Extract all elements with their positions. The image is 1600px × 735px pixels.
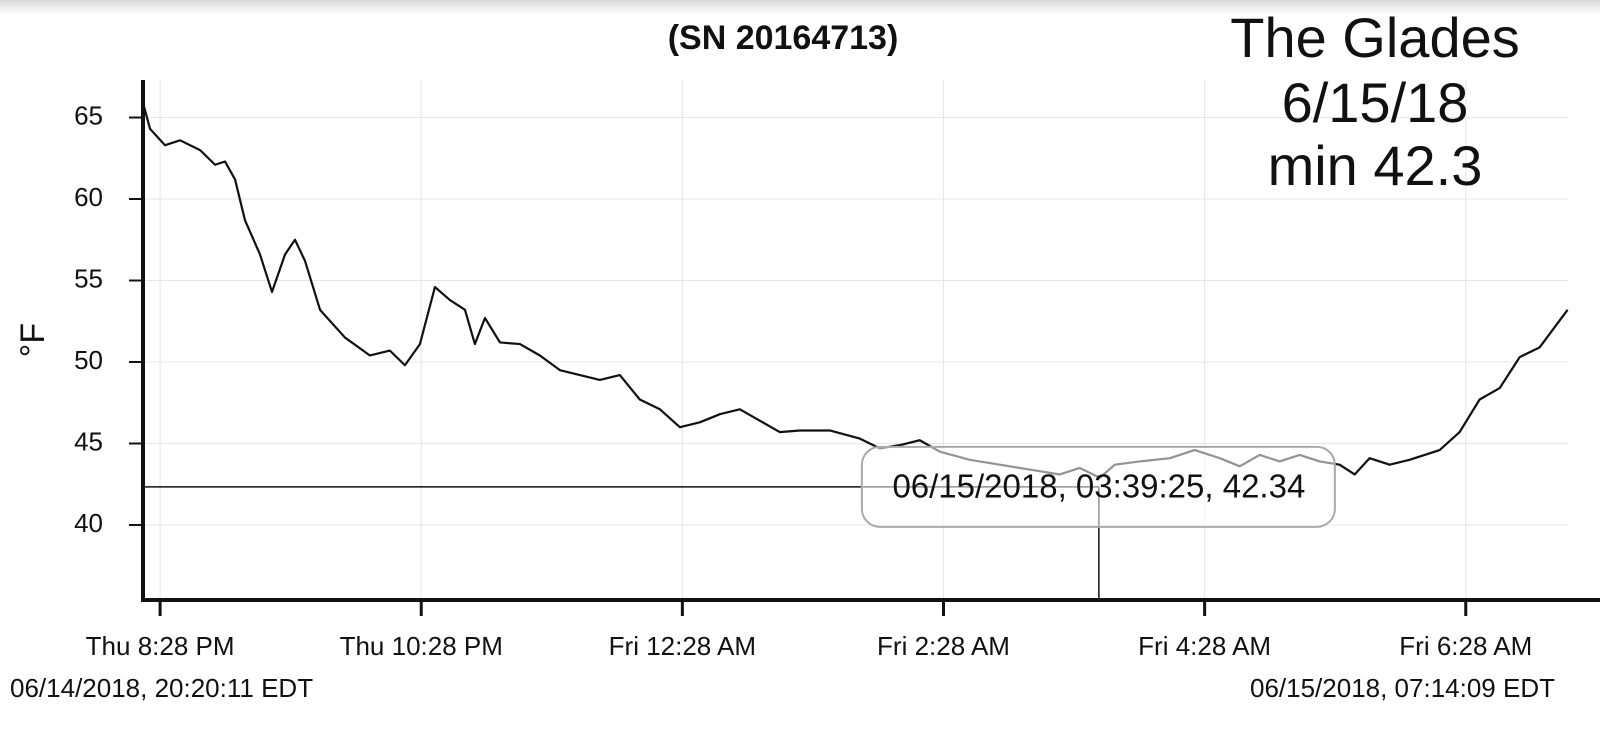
tooltip-label: 06/15/2018, 03:39:25, 42.34 bbox=[892, 468, 1305, 505]
y-tick-label: 60 bbox=[74, 182, 103, 212]
x-tick-label: Fri 12:28 AM bbox=[609, 631, 756, 661]
y-tick-label: 50 bbox=[74, 345, 103, 375]
x-tick-label: Fri 2:28 AM bbox=[877, 631, 1010, 661]
tooltip-box bbox=[860, 445, 1336, 528]
y-tick-label: 55 bbox=[74, 263, 103, 293]
start-date: 06/14/2018, 20:20:11 EDT bbox=[10, 673, 313, 703]
x-tick-label: Fri 4:28 AM bbox=[1138, 631, 1271, 661]
y-tick-label: 45 bbox=[74, 426, 103, 456]
y-tick-label: 65 bbox=[74, 100, 103, 130]
chart-title: (SN 20164713) bbox=[668, 19, 899, 57]
x-tick-label: Thu 10:28 PM bbox=[340, 631, 503, 661]
annotation-line: The Glades bbox=[1230, 6, 1520, 69]
plot: 40 45 50 55 60 65 Thu 8:28 PM Thu 10:28 PM Fri 1… bbox=[74, 80, 1600, 661]
annotation-line: 6/15/18 bbox=[1282, 71, 1469, 134]
annotation-line: min 42.3 bbox=[1268, 134, 1483, 197]
y-axis-label: °F bbox=[14, 323, 52, 357]
end-date: 06/15/2018, 07:14:09 EDT bbox=[1250, 673, 1555, 703]
top-shade bbox=[0, 0, 1600, 14]
x-tick-label: Thu 8:28 PM bbox=[86, 631, 235, 661]
y-tick-label: 40 bbox=[74, 508, 103, 538]
x-tick-label: Fri 6:28 AM bbox=[1399, 631, 1532, 661]
